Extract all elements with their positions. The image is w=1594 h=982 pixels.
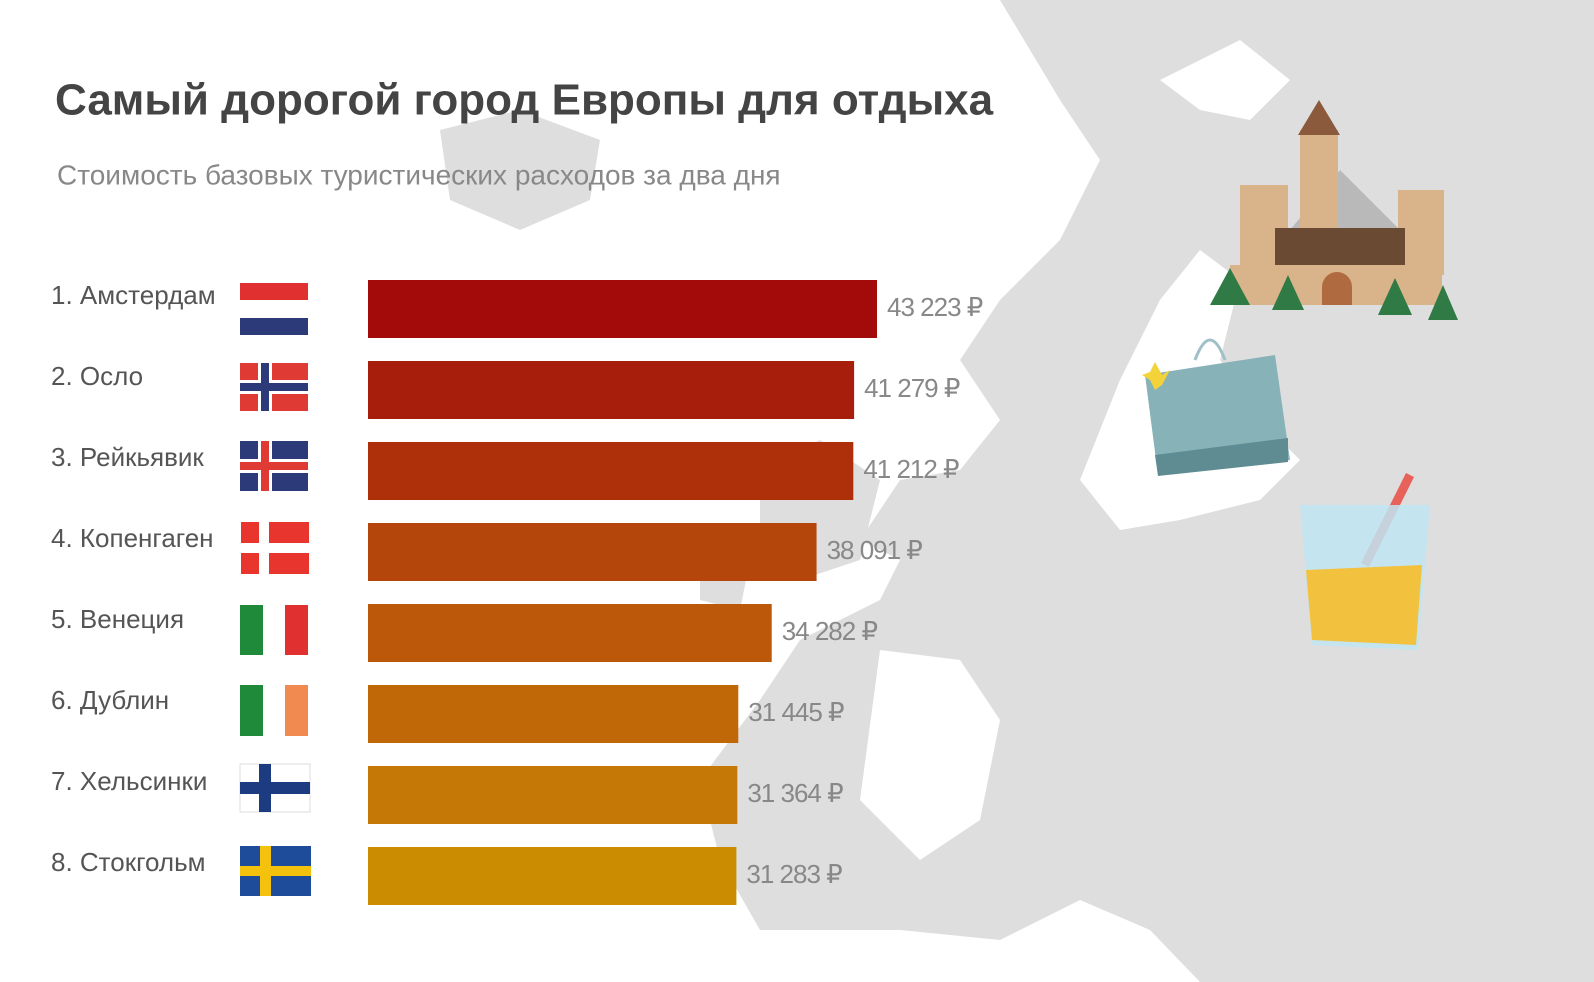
flag-netherlands	[240, 283, 308, 335]
flags	[239, 283, 311, 896]
flag-norway	[240, 363, 308, 411]
bag-illustration	[1142, 338, 1290, 476]
castle-illustration	[1210, 100, 1458, 320]
value-label: 43 223 ₽	[887, 292, 983, 322]
bar	[368, 847, 737, 905]
chart-subtitle: Стоимость базовых туристических расходов…	[57, 159, 781, 190]
value-label: 38 091 ₽	[827, 535, 923, 565]
value-label: 31 283 ₽	[746, 859, 842, 889]
bar	[368, 280, 877, 338]
bar	[368, 442, 854, 500]
value-label: 31 364 ₽	[747, 778, 843, 808]
category-label: 4. Копенгаген	[51, 523, 214, 553]
bar	[368, 685, 739, 743]
bar	[368, 523, 817, 581]
bar	[368, 361, 855, 419]
flag-ireland	[240, 685, 308, 736]
value-label: 31 445 ₽	[748, 697, 844, 727]
value-label: 41 212 ₽	[863, 454, 959, 484]
value-label: 41 279 ₽	[864, 373, 960, 403]
flag-iceland	[240, 441, 308, 491]
flag-italy	[240, 605, 308, 655]
flag-finland	[239, 763, 311, 813]
category-label: 3. Рейкьявик	[51, 442, 204, 472]
bar	[368, 766, 738, 824]
category-label: 5. Венеция	[51, 604, 184, 634]
value-label: 34 282 ₽	[782, 616, 878, 646]
category-label: 7. Хельсинки	[51, 766, 207, 796]
drink-illustration	[1300, 472, 1430, 650]
flag-sweden	[240, 846, 311, 896]
chart-title: Самый дорогой город Европы для отдыха	[55, 76, 994, 125]
category-label: 8. Стокгольм	[51, 847, 206, 877]
category-label: 2. Осло	[51, 361, 143, 391]
bar	[368, 604, 772, 662]
category-label: 1. Амстердам	[51, 280, 216, 310]
category-label: 6. Дублин	[51, 685, 169, 715]
flag-denmark	[241, 522, 309, 574]
